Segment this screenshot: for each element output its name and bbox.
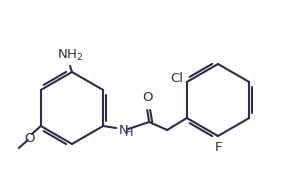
Text: F: F — [214, 141, 222, 154]
Text: NH$_2$: NH$_2$ — [57, 48, 83, 63]
Text: O: O — [142, 91, 153, 104]
Text: O: O — [25, 132, 35, 146]
Text: N: N — [118, 123, 128, 137]
Text: Cl: Cl — [170, 71, 183, 84]
Text: H: H — [124, 128, 133, 138]
